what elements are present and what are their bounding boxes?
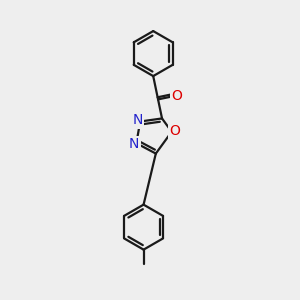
Text: O: O (172, 89, 182, 103)
Text: N: N (133, 113, 143, 128)
Text: O: O (169, 124, 180, 138)
Text: N: N (129, 137, 140, 151)
